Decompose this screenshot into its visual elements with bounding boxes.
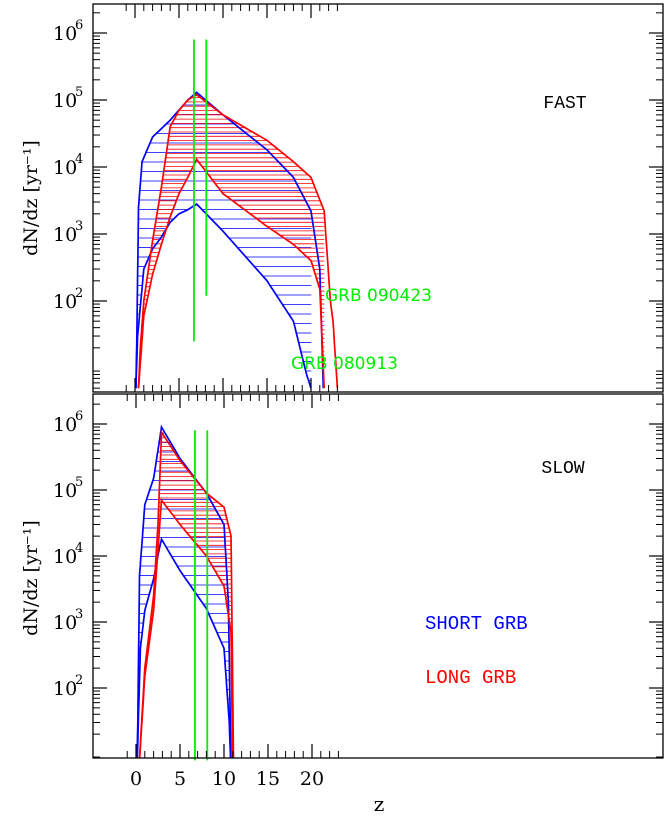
slow-y-tick-label-3: 10 xyxy=(53,480,77,502)
slow-series-line-2 xyxy=(138,429,235,758)
fast-y-tick-exponent-4: 6 xyxy=(75,18,83,33)
slow-vline-layer xyxy=(194,430,209,761)
slow-y-tick-exponent-4: 6 xyxy=(75,409,83,424)
fast-series-line-2 xyxy=(137,93,339,389)
fast-y-tick-exponent-2: 4 xyxy=(75,152,83,167)
fast-series-line-0 xyxy=(135,91,325,389)
fast-y-tick-label-4: 10 xyxy=(53,23,77,45)
fast-y-tick-label-0: 10 xyxy=(53,291,77,313)
slow-y-tick-label-1: 10 xyxy=(53,612,77,634)
fast-y-tick-label-1: 10 xyxy=(53,224,77,246)
slow-y-tick-exponent-3: 5 xyxy=(75,475,83,490)
slow-series-line-1 xyxy=(136,536,232,758)
slow-panel-label: SLOW xyxy=(541,459,584,479)
fast-series-layer xyxy=(135,91,339,389)
slow-series-layer xyxy=(136,424,235,758)
x-tick-label-3: 15 xyxy=(256,768,280,790)
legend-short-grb: SHORT GRB xyxy=(425,613,528,635)
fast-y-axis-label: dN/dz [yr⁻¹] xyxy=(20,140,42,256)
slow-series-line-0 xyxy=(136,424,232,758)
fast-y-tick-label-2: 10 xyxy=(53,157,77,179)
slow-y-tick-exponent-0: 2 xyxy=(75,673,83,688)
fast-y-tick-exponent-1: 3 xyxy=(75,219,83,234)
fast-vline-layer xyxy=(193,39,208,342)
fast-panel-label: FAST xyxy=(543,94,586,114)
x-tick-label-1: 5 xyxy=(174,768,186,790)
fast-y-tick-label-3: 10 xyxy=(53,90,77,112)
fast-series-line-3 xyxy=(137,157,326,389)
slow-y-tick-label-2: 10 xyxy=(53,546,77,568)
slow-y-tick-label-0: 10 xyxy=(53,678,77,700)
slow-y-tick-label-4: 10 xyxy=(53,414,77,436)
legend-long-grb: LONG GRB xyxy=(425,667,516,689)
x-axis-label: z xyxy=(374,792,385,816)
x-tick-label-4: 20 xyxy=(300,768,324,790)
slow-y-axis-label: dN/dz [yr⁻¹] xyxy=(20,520,42,636)
slow-y-tick-exponent-1: 3 xyxy=(75,607,83,622)
x-tick-label-0: 0 xyxy=(130,768,142,790)
annotation-grb-080913: GRB 080913 xyxy=(291,354,398,374)
fast-series-line-1 xyxy=(135,202,312,389)
x-tick-label-2: 10 xyxy=(212,768,236,790)
fast-plot-frame xyxy=(92,3,664,393)
slow-y-tick-exponent-2: 4 xyxy=(75,541,83,556)
fast-y-tick-exponent-0: 2 xyxy=(75,286,83,301)
fast-y-tick-exponent-3: 5 xyxy=(75,85,83,100)
slow-hatch-layer xyxy=(137,432,233,757)
annotation-grb-090423: GRB 090423 xyxy=(325,286,432,306)
slow-plot-frame xyxy=(92,393,664,759)
slow-series-line-3 xyxy=(138,497,234,758)
